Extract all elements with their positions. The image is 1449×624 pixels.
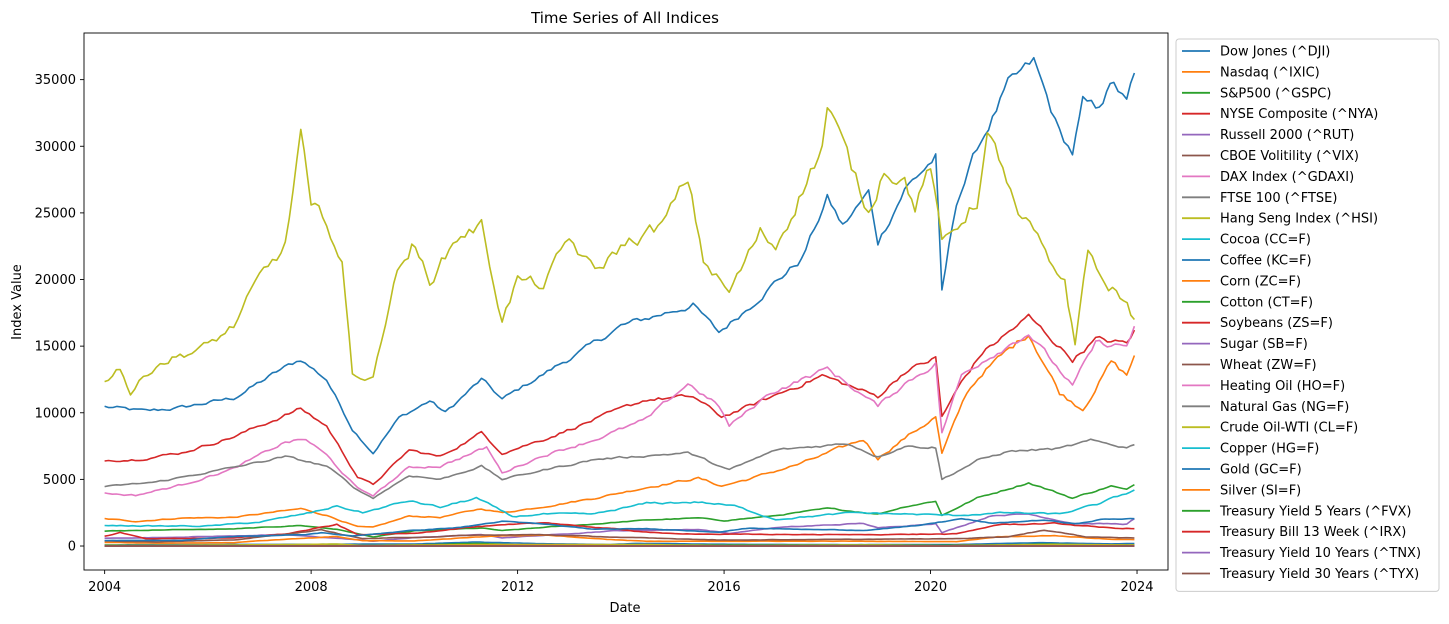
legend-item: Gold (GC=F) [1182,463,1302,478]
legend-item: Soybeans (ZS=F) [1182,316,1333,331]
y-tick-label: 35000 [35,73,76,88]
legend-item: Crude Oil-WTI (CL=F) [1182,421,1358,436]
legend-label: Nasdaq (^IXIC) [1220,65,1320,80]
legend-label: Natural Gas (NG=F) [1220,400,1349,415]
legend-item: S&P500 (^GSPC) [1182,86,1331,101]
legend-label: Corn (ZC=F) [1220,274,1301,289]
x-axis-title: Date [609,601,640,616]
legend-label: Heating Oil (HO=F) [1220,379,1345,394]
legend-label: Treasury Yield 5 Years (^FVX) [1219,504,1411,519]
x-tick-label: 2024 [1120,580,1153,595]
x-tick-label: 2016 [708,580,741,595]
legend-item: Sugar (SB=F) [1182,337,1308,352]
legend: Dow Jones (^DJI) Nasdaq (^IXIC) S&P500 (^G… [1175,38,1440,592]
legend-item: Cotton (CT=F) [1182,295,1313,310]
legend-item: Silver (SI=F) [1182,483,1301,498]
legend-label: Treasury Bill 13 Week (^IRX) [1219,525,1406,540]
legend-label: Coffee (KC=F) [1220,254,1312,269]
legend-item: Corn (ZC=F) [1182,274,1301,289]
series-line-11 [104,534,1135,544]
legend-item: CBOE Volitility (^VIX) [1182,149,1359,164]
x-tick-label: 2008 [295,580,328,595]
x-axis: 2004 2008 2012 2016 2020 2024 [88,570,1154,595]
series-line-9 [104,489,1135,528]
x-tick-label: 2012 [501,580,534,595]
chart-title: Time Series of All Indices [530,9,719,27]
x-tick-label: 2004 [88,580,121,595]
y-axis-title: Index Value [10,264,25,340]
legend-label: Dow Jones (^DJI) [1220,45,1330,60]
legend-label: Treasury Yield 10 Years (^TNX) [1219,546,1421,561]
legend-label: Cocoa (CC=F) [1220,233,1311,248]
y-tick-label: 25000 [35,206,76,221]
legend-label: FTSE 100 (^FTSE) [1220,191,1337,206]
y-tick-label: 20000 [35,273,76,288]
legend-label: Soybeans (ZS=F) [1220,316,1333,331]
series-line-3 [104,313,1136,486]
legend-item: Heating Oil (HO=F) [1182,379,1345,394]
legend-item: Treasury Yield 10 Years (^TNX) [1182,546,1421,561]
legend-item: Treasury Bill 13 Week (^IRX) [1182,525,1406,540]
legend-item: Treasury Yield 5 Years (^FVX) [1182,504,1411,519]
legend-item: DAX Index (^GDAXI) [1182,170,1354,185]
legend-label: Copper (HG=F) [1220,442,1319,457]
legend-item: Nasdaq (^IXIC) [1182,65,1320,80]
legend-label: DAX Index (^GDAXI) [1220,170,1354,185]
series-line-20 [104,517,1135,542]
legend-label: Gold (GC=F) [1220,463,1302,478]
x-tick-label: 2020 [914,580,947,595]
legend-label: Hang Seng Index (^HSI) [1220,212,1378,227]
legend-label: Russell 2000 (^RUT) [1220,128,1354,143]
legend-item: NYSE Composite (^NYA) [1182,107,1378,122]
legend-label: Crude Oil-WTI (CL=F) [1220,421,1358,436]
series-line-8 [104,107,1136,396]
legend-label: Sugar (SB=F) [1220,337,1308,352]
legend-label: Cotton (CT=F) [1220,295,1313,310]
y-tick-label: 10000 [35,406,76,421]
legend-label: Wheat (ZW=F) [1220,358,1317,373]
legend-item: Wheat (ZW=F) [1182,358,1317,373]
y-tick-label: 5000 [43,473,76,488]
legend-item: Copper (HG=F) [1182,442,1319,457]
legend-label: Silver (SI=F) [1220,483,1301,498]
y-axis: 0 5000 10000 15000 20000 25000 30000 35000 [35,73,84,555]
legend-item: Dow Jones (^DJI) [1182,45,1330,60]
y-tick-label: 0 [68,540,76,555]
plot-frame [83,32,1169,571]
series-line-2 [104,482,1135,538]
legend-item: Hang Seng Index (^HSI) [1182,212,1378,227]
y-tick-label: 15000 [35,340,76,355]
legend-label: S&P500 (^GSPC) [1220,86,1331,101]
legend-item: Coffee (KC=F) [1182,254,1312,269]
plot-area [83,32,1169,571]
legend-box [1175,38,1440,592]
y-tick-label: 30000 [35,140,76,155]
legend-label: Treasury Yield 30 Years (^TYX) [1219,567,1419,582]
series-line-0 [104,56,1136,455]
legend-label: NYSE Composite (^NYA) [1220,107,1378,122]
legend-item: Russell 2000 (^RUT) [1182,128,1354,143]
legend-item: Natural Gas (NG=F) [1182,400,1349,415]
legend-item: Treasury Yield 30 Years (^TYX) [1182,567,1419,582]
legend-item: FTSE 100 (^FTSE) [1182,191,1337,206]
series-line-1 [104,335,1136,528]
series-line-6 [104,325,1136,497]
series-line-7 [104,438,1135,500]
legend-item: Cocoa (CC=F) [1182,233,1311,248]
legend-label: CBOE Volitility (^VIX) [1220,149,1359,164]
